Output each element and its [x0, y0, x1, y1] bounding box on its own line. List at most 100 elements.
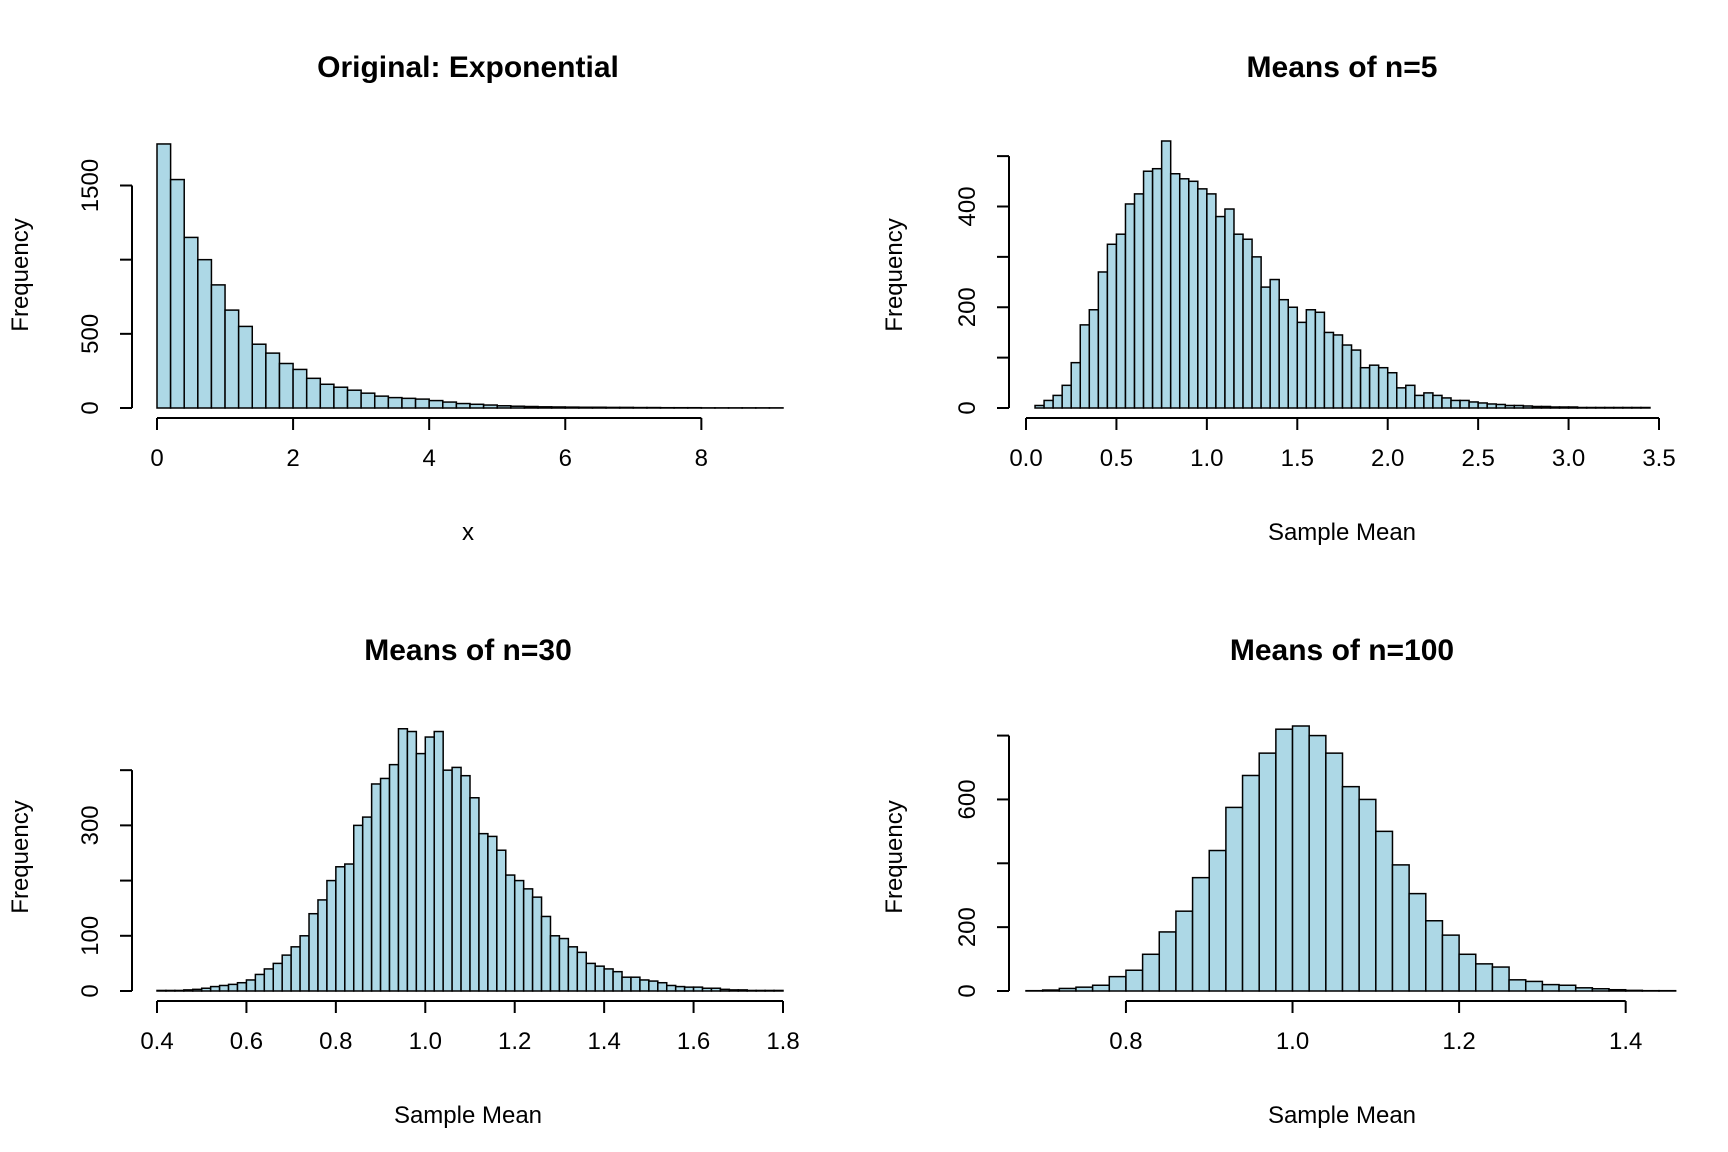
y-axis: 0 500 1500: [77, 159, 133, 415]
histogram-bar: [227, 983, 239, 992]
histogram-bar: [1296, 321, 1308, 409]
histogram-bar: [1368, 364, 1380, 409]
histogram-bar: [1341, 785, 1360, 992]
bars: [1025, 725, 1677, 992]
histogram-bar: [1624, 989, 1644, 992]
histogram-bar: [1151, 167, 1163, 409]
histogram-bar: [1061, 384, 1072, 409]
x-axis: 0 2 4 6 8: [150, 417, 708, 472]
x-axis-label: Sample Mean: [394, 1102, 542, 1129]
y-tick-label: 200: [954, 287, 981, 327]
histogram-bar: [591, 406, 607, 409]
histogram-bar: [469, 403, 485, 409]
histogram-bar: [755, 989, 766, 992]
histogram-bar: [1540, 405, 1552, 409]
histogram-bar: [1585, 406, 1597, 409]
histogram-bar: [1386, 371, 1398, 409]
x-tick-label: 0.0: [1009, 445, 1042, 472]
histogram-bar: [1258, 752, 1277, 992]
histogram-bar: [531, 896, 543, 992]
histogram-bar: [1558, 984, 1577, 992]
x-tick-label: 1.6: [677, 1028, 710, 1055]
histogram-bar: [605, 406, 621, 409]
x-axis-label: Sample Mean: [1268, 1102, 1416, 1129]
histogram-bar: [1208, 849, 1227, 992]
histogram-bar: [1108, 975, 1127, 992]
histogram-bar: [169, 178, 185, 409]
histogram-bar: [455, 402, 471, 409]
histogram-bar: [665, 984, 677, 992]
x-tick-label: 1.2: [1442, 1028, 1475, 1055]
histogram-bar: [335, 866, 346, 992]
histogram-bar: [1594, 406, 1606, 409]
histogram-bar: [387, 396, 403, 409]
histogram-bar: [317, 899, 328, 992]
histogram-bar: [1291, 725, 1310, 992]
x-tick-label: 0.6: [230, 1028, 263, 1055]
histogram-bar: [1591, 988, 1610, 992]
panel-means-n5: Means of n=5 Sample Mean Frequency 0.0 0.…: [881, 51, 1676, 546]
x-tick-label: 0.8: [1109, 1028, 1142, 1055]
histogram-bar: [692, 986, 704, 992]
histogram-bar: [1524, 980, 1544, 992]
x-axis: 0.4 0.6 0.8 1.0 1.2 1.4 1.6 1.8: [140, 1000, 800, 1055]
y-tick-label: 600: [954, 779, 981, 819]
histogram-bar: [361, 816, 373, 992]
histogram-bar: [406, 730, 418, 992]
histogram-bar: [1508, 979, 1527, 992]
y-axis-label: Frequency: [881, 218, 908, 331]
histogram-bar: [496, 405, 512, 409]
histogram-bar: [1041, 989, 1061, 992]
histogram-bar: [192, 988, 203, 992]
histogram-bar: [522, 888, 534, 992]
histogram-bar: [263, 968, 275, 992]
histogram-bar: [1341, 344, 1353, 409]
panel-title: Means of n=100: [1230, 634, 1454, 667]
x-tick-label: 3.5: [1642, 445, 1675, 472]
histogram-bar: [165, 989, 176, 992]
y-axis-label: Frequency: [7, 218, 34, 331]
x-tick-label: 0.4: [140, 1028, 173, 1055]
histogram-bar: [1441, 934, 1460, 992]
histogram-bar: [414, 398, 430, 409]
x-tick-label: 0.5: [1100, 445, 1133, 472]
histogram-bar: [1531, 405, 1543, 409]
histogram-bar: [1640, 406, 1651, 409]
histogram-bar: [603, 968, 614, 992]
y-tick-label: 300: [77, 805, 104, 845]
x-tick-label: 2.0: [1371, 445, 1404, 472]
x-tick-label: 8: [695, 445, 708, 472]
histogram-bar: [1567, 406, 1579, 409]
histogram-bar: [1323, 331, 1335, 409]
histogram-bar: [379, 777, 391, 992]
histogram-bar: [442, 401, 458, 409]
histogram-bar: [442, 769, 453, 992]
histogram-bar: [1350, 349, 1362, 409]
histogram-bar: [428, 399, 444, 409]
histogram-bar: [773, 989, 784, 992]
histogram-bar: [478, 832, 489, 992]
x-tick-label: 1.0: [409, 1028, 442, 1055]
histogram-bar: [1052, 394, 1063, 409]
y-tick-label: 100: [77, 916, 104, 956]
histogram-bar: [1541, 983, 1560, 992]
histogram-bar: [370, 783, 382, 992]
histogram-bar: [251, 343, 267, 409]
histogram-bar: [319, 383, 335, 409]
histogram-bar: [1160, 140, 1172, 409]
histogram-bar: [1549, 406, 1561, 409]
histogram-bar: [1631, 406, 1642, 409]
histogram-bar: [1495, 403, 1507, 409]
histogram-bar: [1206, 193, 1217, 409]
panel-means-n100: Means of n=100 Sample Mean Frequency 0.8…: [881, 634, 1677, 1129]
histogram-bar: [156, 989, 167, 992]
histogram-bar: [183, 236, 199, 409]
histogram-bar: [460, 774, 471, 992]
histogram-bar: [1034, 404, 1045, 409]
histogram-bar: [639, 979, 650, 992]
bars: [156, 728, 784, 992]
histogram-bar: [1408, 892, 1427, 992]
histogram-bar: [224, 309, 240, 409]
histogram-bar: [1622, 406, 1633, 409]
